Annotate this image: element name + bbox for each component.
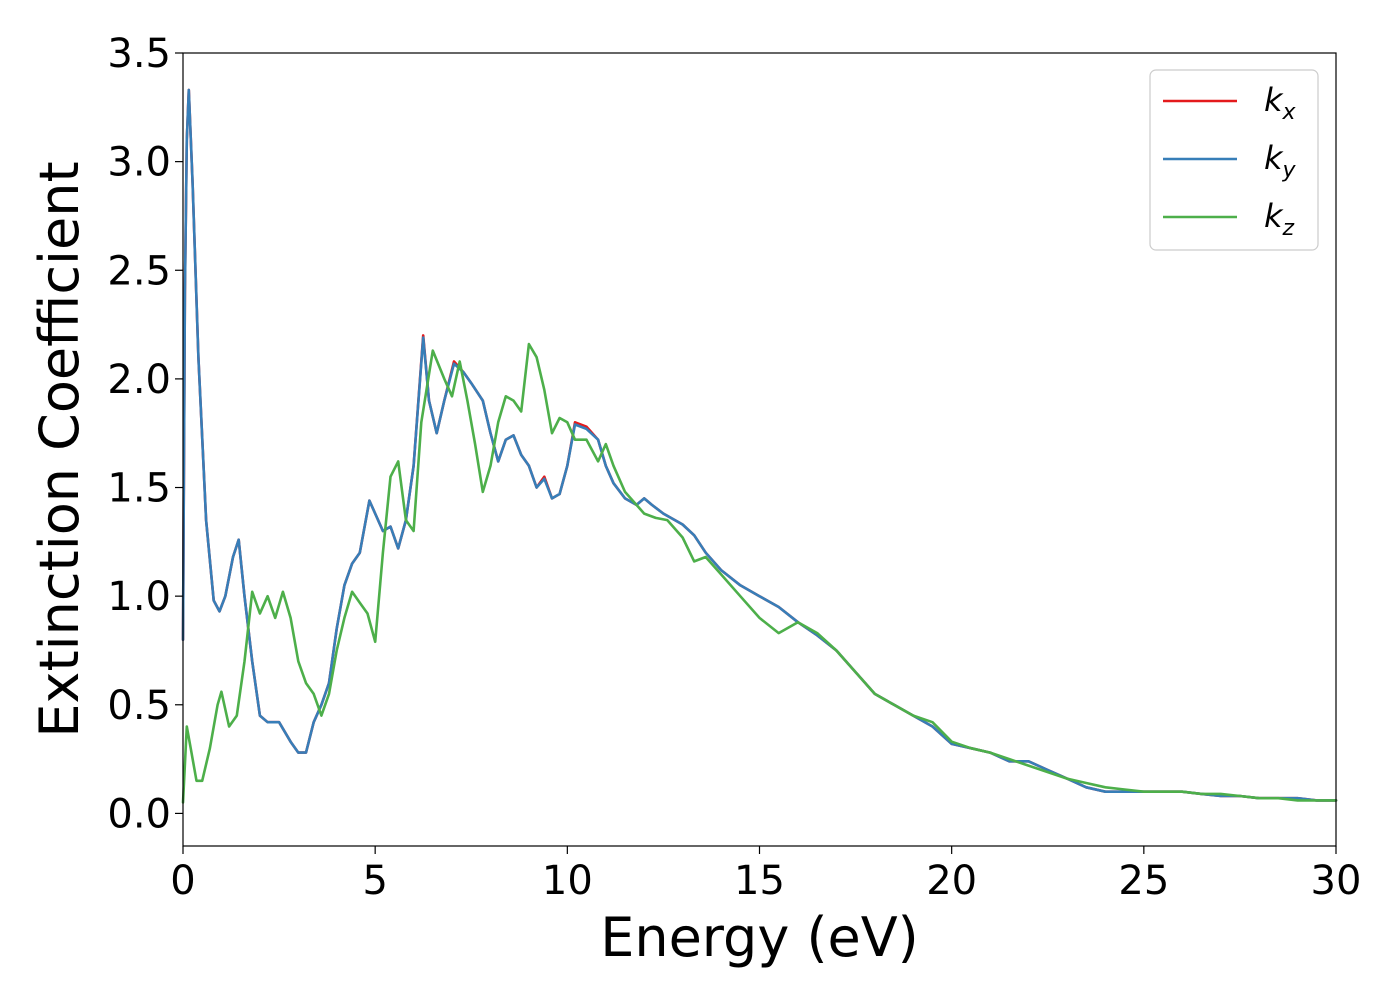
legend-label-main: k: [1264, 139, 1284, 177]
legend-label-subscript: x: [1282, 100, 1297, 125]
legend-label-ky: ky: [1264, 139, 1297, 183]
series-line-kz: [181, 342, 1338, 804]
legend-label-kx: kx: [1264, 81, 1297, 125]
x-axis-label: Energy (eV): [600, 906, 919, 969]
legend-label-subscript: z: [1282, 216, 1295, 241]
legend-label-main: k: [1264, 81, 1284, 119]
x-tick-label: 0: [170, 858, 195, 904]
y-tick-label: 3.0: [107, 140, 171, 186]
legend-label-subscript: y: [1282, 158, 1297, 183]
x-tick-label: 20: [926, 858, 977, 904]
legend-label-kz: kz: [1264, 197, 1295, 241]
x-tick-label: 5: [362, 858, 387, 904]
x-tick-label: 25: [1118, 858, 1169, 904]
y-axis-ticks: 0.0 0.5 1.0 1.5 2.0 2.5 3.0 3.5: [107, 31, 183, 837]
legend-label-main: k: [1264, 197, 1284, 235]
y-tick-label: 1.0: [107, 574, 171, 620]
x-tick-label: 15: [734, 858, 785, 904]
x-tick-label: 30: [1311, 858, 1362, 904]
series-layer: [181, 88, 1338, 804]
y-tick-label: 0.0: [107, 791, 171, 837]
x-tick-label: 10: [542, 858, 593, 904]
y-tick-label: 2.0: [107, 357, 171, 403]
y-tick-label: 3.5: [107, 31, 171, 77]
y-axis-label: Extinction Coefficient: [28, 161, 91, 737]
y-tick-label: 2.5: [107, 248, 171, 294]
y-tick-label: 1.5: [107, 466, 171, 512]
y-tick-label: 0.5: [107, 683, 171, 729]
x-axis-ticks: 0 5 10 15 20 25 30: [170, 846, 1361, 904]
